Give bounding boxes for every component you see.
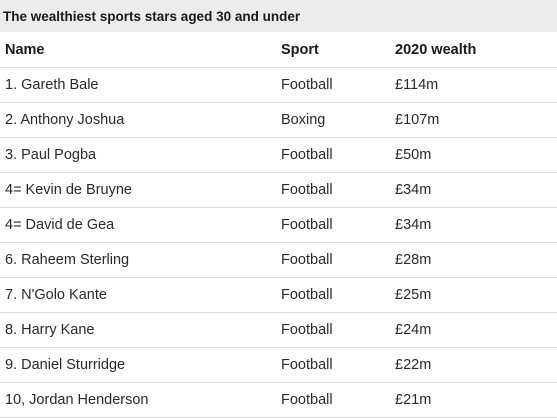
cell-wealth: £107m bbox=[390, 102, 557, 138]
cell-sport: Football bbox=[276, 277, 390, 313]
cell-sport: Football bbox=[276, 172, 390, 208]
cell-name: 7. N'Golo Kante bbox=[0, 277, 276, 313]
column-header-name: Name bbox=[0, 32, 276, 68]
cell-wealth: £50m bbox=[390, 137, 557, 173]
cell-sport: Boxing bbox=[276, 102, 390, 138]
table-row: 10, Jordan Henderson Football £21m bbox=[0, 382, 557, 418]
cell-sport: Football bbox=[276, 242, 390, 278]
table-title: The wealthiest sports stars aged 30 and … bbox=[0, 0, 557, 32]
cell-name: 6. Raheem Sterling bbox=[0, 242, 276, 278]
table-row: 6. Raheem Sterling Football £28m bbox=[0, 242, 557, 278]
column-header-wealth: 2020 wealth bbox=[390, 32, 557, 68]
cell-name: 9. Daniel Sturridge bbox=[0, 347, 276, 383]
cell-name: 4= Kevin de Bruyne bbox=[0, 172, 276, 208]
cell-wealth: £114m bbox=[390, 67, 557, 103]
cell-sport: Football bbox=[276, 207, 390, 243]
cell-wealth: £34m bbox=[390, 207, 557, 243]
table-row: 4= David de Gea Football £34m bbox=[0, 207, 557, 243]
table-row: 3. Paul Pogba Football £50m bbox=[0, 137, 557, 173]
table-row: 4= Kevin de Bruyne Football £34m bbox=[0, 172, 557, 208]
wealth-table: Name Sport 2020 wealth 1. Gareth Bale Fo… bbox=[0, 32, 557, 418]
cell-wealth: £24m bbox=[390, 312, 557, 348]
cell-wealth: £22m bbox=[390, 347, 557, 383]
cell-sport: Football bbox=[276, 382, 390, 418]
cell-name: 2. Anthony Joshua bbox=[0, 102, 276, 138]
table-row: 7. N'Golo Kante Football £25m bbox=[0, 277, 557, 313]
cell-wealth: £28m bbox=[390, 242, 557, 278]
cell-wealth: £34m bbox=[390, 172, 557, 208]
table-header-row: Name Sport 2020 wealth bbox=[0, 32, 557, 68]
cell-name: 4= David de Gea bbox=[0, 207, 276, 243]
cell-sport: Football bbox=[276, 137, 390, 173]
cell-sport: Football bbox=[276, 312, 390, 348]
cell-name: 3. Paul Pogba bbox=[0, 137, 276, 173]
column-header-sport: Sport bbox=[276, 32, 390, 68]
cell-wealth: £25m bbox=[390, 277, 557, 313]
cell-name: 8. Harry Kane bbox=[0, 312, 276, 348]
table-row: 1. Gareth Bale Football £114m bbox=[0, 67, 557, 103]
cell-name: 1. Gareth Bale bbox=[0, 67, 276, 103]
cell-wealth: £21m bbox=[390, 382, 557, 418]
cell-sport: Football bbox=[276, 347, 390, 383]
cell-sport: Football bbox=[276, 67, 390, 103]
cell-name: 10, Jordan Henderson bbox=[0, 382, 276, 418]
table-row: 9. Daniel Sturridge Football £22m bbox=[0, 347, 557, 383]
table-row: 8. Harry Kane Football £24m bbox=[0, 312, 557, 348]
table-row: 2. Anthony Joshua Boxing £107m bbox=[0, 102, 557, 138]
